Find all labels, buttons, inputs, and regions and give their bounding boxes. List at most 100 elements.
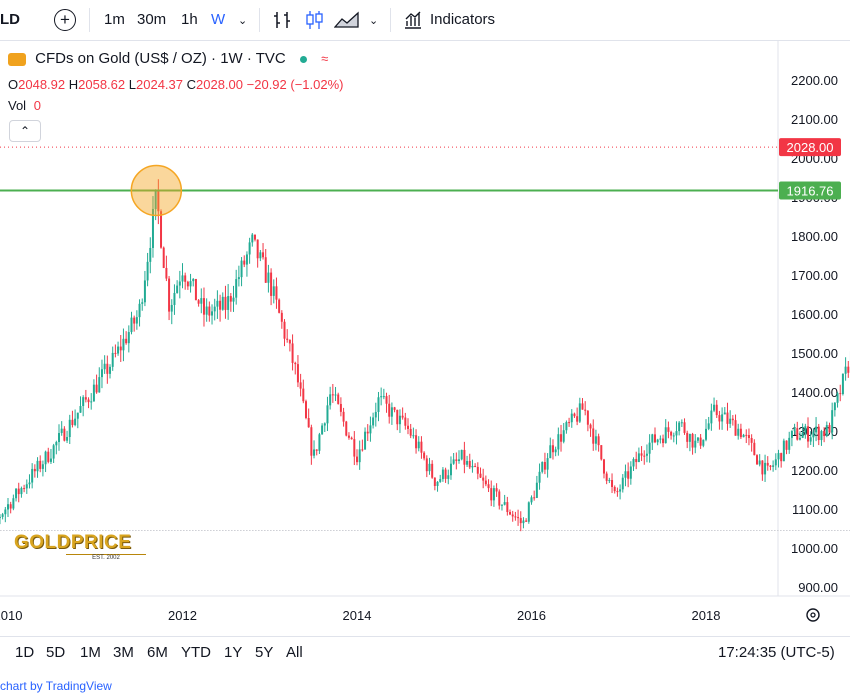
candle-body: [611, 480, 614, 487]
candle-body: [407, 425, 410, 429]
candle-body: [326, 405, 329, 424]
candle-body: [119, 346, 122, 351]
candle-body: [380, 396, 383, 398]
candle-body: [221, 296, 224, 310]
gear-icon[interactable]: [804, 606, 822, 624]
collapse-legend-button[interactable]: ⌃: [9, 120, 41, 142]
candle-body: [500, 504, 503, 506]
candle-body: [726, 412, 729, 424]
candle-body: [361, 449, 364, 451]
candle-body: [619, 489, 622, 492]
plus-circle-icon[interactable]: +: [54, 9, 76, 31]
candle-body: [798, 437, 801, 440]
candle-body: [374, 411, 377, 418]
candle-body: [780, 453, 783, 462]
candle-body: [208, 306, 211, 316]
legend-title: CFDs on Gold (US$ / OZ) · 1W · TVC: [35, 50, 286, 67]
candle-body: [721, 414, 724, 422]
high-label: H: [68, 77, 79, 92]
range-all[interactable]: All: [286, 644, 303, 661]
range-1d[interactable]: 1D: [15, 644, 35, 661]
bar-chart-type-icon[interactable]: [272, 10, 294, 30]
indicators-button[interactable]: Indicators: [430, 11, 496, 28]
candle-body: [662, 438, 665, 444]
candle-body: [168, 278, 171, 312]
chevron-down-icon[interactable]: ⌄: [238, 15, 248, 27]
candle-body: [9, 504, 12, 509]
candle-body: [412, 435, 415, 437]
highlight-circle: [130, 164, 183, 217]
candle-body: [1, 514, 4, 517]
y-tick-label: 1700.00: [791, 268, 838, 283]
candle-body: [643, 455, 646, 457]
area-chart-type-icon[interactable]: [334, 10, 360, 30]
candle-body: [702, 439, 705, 446]
candle-body: [627, 471, 630, 479]
candle-body: [55, 442, 58, 446]
candle-body: [659, 438, 662, 440]
candle-body: [602, 459, 605, 474]
price-axis: [778, 41, 850, 596]
candle-body: [372, 417, 375, 426]
candle-body: [347, 435, 350, 438]
tradingview-credit[interactable]: chart by TradingView: [0, 679, 112, 693]
candle-body: [629, 466, 632, 479]
candle-body: [790, 430, 793, 438]
candle-body: [318, 434, 321, 451]
candle-body: [170, 304, 173, 312]
candle-body: [151, 208, 154, 248]
candle-body: [600, 445, 603, 460]
interval-1h[interactable]: 1h: [181, 11, 198, 28]
candle-body: [449, 463, 452, 476]
x-tick-label: 2012: [168, 608, 197, 623]
candle-body: [216, 300, 219, 307]
clock-time[interactable]: 17:24:35 (UTC-5): [718, 644, 835, 661]
candle-body: [594, 436, 597, 444]
y-tick-label: 1200.00: [791, 463, 838, 478]
candle-body: [87, 399, 90, 403]
range-1y[interactable]: 1Y: [224, 644, 243, 661]
candle-body: [219, 300, 222, 310]
indicators-icon[interactable]: [403, 10, 423, 30]
candle-body: [103, 363, 106, 370]
candle-body: [718, 415, 721, 422]
candle-body: [815, 426, 818, 433]
range-5d[interactable]: 5D: [46, 644, 66, 661]
range-6m[interactable]: 6M: [147, 644, 168, 661]
range-ytd[interactable]: YTD: [181, 644, 211, 661]
candle-body: [705, 428, 707, 440]
candle-body: [543, 462, 546, 470]
candle-body: [12, 498, 15, 509]
price-chart[interactable]: 900.001000.001100.001200.001300.001400.0…: [0, 41, 850, 636]
interval-30m[interactable]: 30m: [137, 11, 167, 28]
range-3m[interactable]: 3M: [113, 644, 134, 661]
y-tick-label: 1400.00: [791, 385, 838, 400]
candle-body: [769, 465, 772, 467]
candle-body: [353, 439, 356, 457]
symbol-name[interactable]: LD: [0, 11, 20, 28]
chevron-down-icon[interactable]: ⌄: [369, 15, 379, 27]
interval-w[interactable]: W: [211, 11, 226, 28]
range-5y[interactable]: 5Y: [255, 644, 274, 661]
candle-body: [192, 278, 195, 282]
candle-body: [758, 460, 761, 465]
candle-body: [165, 267, 168, 279]
candle-body: [597, 436, 600, 446]
change-value: −20.92 (−1.02%): [246, 77, 344, 92]
candles-chart-type-icon[interactable]: [304, 10, 326, 30]
candle-body: [640, 453, 643, 456]
interval-1m[interactable]: 1m: [104, 11, 125, 28]
candle-body: [299, 382, 302, 389]
candle-body: [823, 431, 826, 437]
candle-body: [801, 432, 804, 438]
candle-body: [7, 504, 9, 510]
candle-body: [490, 488, 493, 501]
candle-body: [310, 427, 313, 456]
candle-body: [570, 413, 573, 423]
candle-body: [133, 317, 136, 324]
candle-body: [0, 516, 1, 518]
range-1m[interactable]: 1M: [80, 644, 101, 661]
candle-body: [130, 317, 133, 333]
high-value: 2058.62: [78, 77, 126, 92]
delay-icon: ≈: [321, 51, 329, 66]
